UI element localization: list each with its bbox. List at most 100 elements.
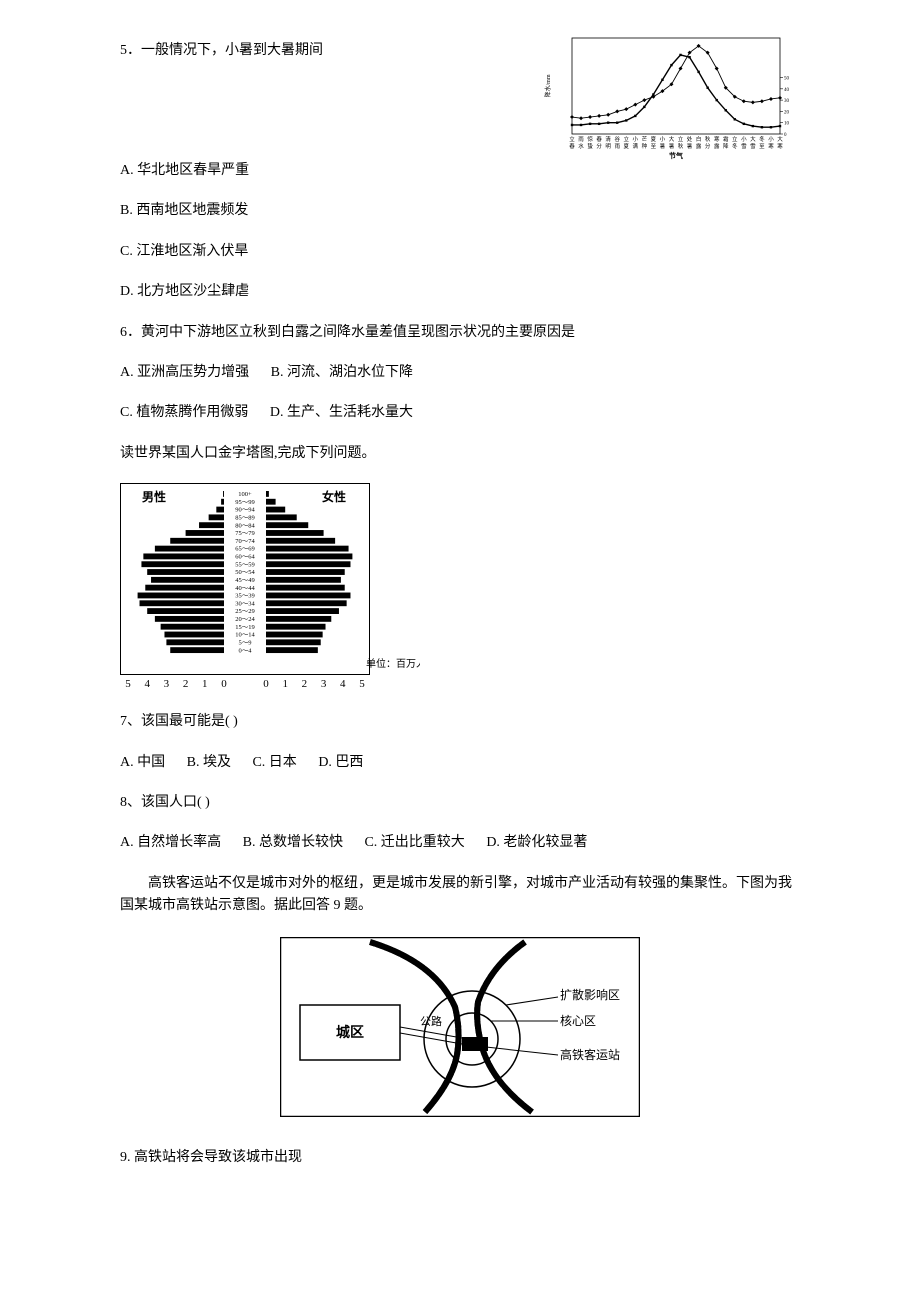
q6-options-row1: A. 亚洲高压势力增强 B. 河流、湖泊水位下降 <box>120 362 800 384</box>
q8-option-c: C. 迁出比重较大 <box>364 835 464 850</box>
svg-text:水: 水 <box>578 142 584 150</box>
svg-text:5～9: 5～9 <box>239 640 252 647</box>
svg-text:10: 10 <box>784 122 790 127</box>
svg-text:春: 春 <box>596 135 602 143</box>
svg-text:25～29: 25～29 <box>235 608 255 615</box>
svg-text:冬: 冬 <box>732 142 738 150</box>
q5-option-c: C. 江淮地区渐入伏旱 <box>120 241 800 263</box>
svg-text:降水/mm: 降水/mm <box>544 74 552 97</box>
pyramid-svg: 男性女性100+95～9990～9485～8980～8475～7970～7465… <box>120 483 420 693</box>
svg-text:100+: 100+ <box>238 491 252 498</box>
svg-text:立: 立 <box>678 135 684 143</box>
intro-q7-8: 读世界某国人口金字塔图,完成下列问题。 <box>120 443 800 465</box>
svg-text:秋: 秋 <box>678 142 684 150</box>
q5-option-b: B. 西南地区地震频发 <box>120 200 800 222</box>
svg-text:45～49: 45～49 <box>235 577 255 584</box>
svg-text:10～14: 10～14 <box>235 632 255 639</box>
svg-text:雨: 雨 <box>614 143 620 150</box>
svg-text:种: 种 <box>642 142 648 150</box>
svg-text:3: 3 <box>321 678 327 690</box>
svg-text:小: 小 <box>768 135 774 143</box>
svg-text:寒: 寒 <box>777 142 783 150</box>
q6-option-a: A. 亚洲高压势力增强 <box>120 365 249 380</box>
svg-text:70～74: 70～74 <box>235 538 255 545</box>
svg-text:1: 1 <box>202 678 208 690</box>
population-pyramid: 男性女性100+95～9990～9485～8980～8475～7970～7465… <box>120 483 800 693</box>
diagram-svg: 城区 公路 扩散影响区核心区高铁客运站 <box>280 937 640 1117</box>
svg-text:白: 白 <box>696 135 702 143</box>
svg-text:20: 20 <box>784 110 790 115</box>
svg-text:65～69: 65～69 <box>235 546 255 553</box>
q7-options: A. 中国 B. 埃及 C. 日本 D. 巴西 <box>120 752 800 774</box>
question-9: 9. 高铁站将会导致该城市出现 <box>120 1147 800 1169</box>
svg-text:30: 30 <box>784 99 790 104</box>
svg-text:0: 0 <box>221 678 227 690</box>
q7-option-d: D. 巴西 <box>318 755 363 770</box>
svg-text:40: 40 <box>784 88 790 93</box>
svg-text:50～54: 50～54 <box>235 569 255 576</box>
chart-svg: 01020304050立春雨水惊蛰春分清明谷雨立夏小满芒种夏至小暑大暑立秋处暑白… <box>540 30 800 160</box>
svg-text:清: 清 <box>605 135 611 143</box>
svg-text:2: 2 <box>302 678 308 690</box>
q8-options: A. 自然增长率高 B. 总数增长较快 C. 迁出比重较大 D. 老龄化较显著 <box>120 832 800 854</box>
svg-text:降: 降 <box>723 142 729 150</box>
svg-text:5: 5 <box>125 678 131 690</box>
svg-text:女性: 女性 <box>322 489 346 504</box>
svg-text:春: 春 <box>569 142 575 150</box>
q6-option-c: C. 植物蒸腾作用微弱 <box>120 405 248 420</box>
svg-text:大: 大 <box>669 135 675 143</box>
svg-text:2: 2 <box>183 678 189 690</box>
svg-text:4: 4 <box>340 678 346 690</box>
svg-text:雪: 雪 <box>741 143 747 150</box>
svg-text:谷: 谷 <box>614 135 620 143</box>
svg-text:15～19: 15～19 <box>235 624 255 631</box>
q8-option-d: D. 老龄化较显著 <box>486 835 587 850</box>
svg-text:至: 至 <box>651 143 657 150</box>
svg-text:0～4: 0～4 <box>239 647 253 654</box>
svg-text:分: 分 <box>596 142 602 150</box>
svg-text:3: 3 <box>164 678 170 690</box>
svg-text:50: 50 <box>784 77 790 82</box>
q8-option-a: A. 自然增长率高 <box>120 835 221 850</box>
svg-text:处: 处 <box>687 135 693 143</box>
svg-text:暑: 暑 <box>687 143 693 150</box>
rail-station-diagram: 城区 公路 扩散影响区核心区高铁客运站 <box>120 937 800 1117</box>
svg-text:30～34: 30～34 <box>235 601 255 608</box>
q7-option-b: B. 埃及 <box>187 755 231 770</box>
question-5: 5．一般情况下，小暑到大暑期间 <box>120 40 323 62</box>
q6-option-b: B. 河流、湖泊水位下降 <box>271 365 413 380</box>
svg-text:60～64: 60～64 <box>235 554 255 561</box>
svg-text:80～84: 80～84 <box>235 522 255 529</box>
svg-text:0: 0 <box>784 133 787 138</box>
question-6: 6．黄河中下游地区立秋到白露之间降水量差值呈现图示状况的主要原因是 <box>120 322 800 344</box>
svg-text:立: 立 <box>624 135 630 143</box>
svg-text:55～59: 55～59 <box>235 561 255 568</box>
q7-option-c: C. 日本 <box>252 755 296 770</box>
svg-text:40～44: 40～44 <box>235 585 255 592</box>
svg-text:小: 小 <box>741 135 747 143</box>
svg-text:芒: 芒 <box>642 135 648 143</box>
svg-text:5: 5 <box>359 678 365 690</box>
svg-text:城区: 城区 <box>336 1024 364 1041</box>
svg-text:暑: 暑 <box>669 143 675 150</box>
q6-options-row2: C. 植物蒸腾作用微弱 D. 生产、生活耗水量大 <box>120 402 800 424</box>
svg-text:85～89: 85～89 <box>235 515 255 522</box>
svg-text:霜: 霜 <box>723 136 729 143</box>
svg-text:露: 露 <box>696 143 702 150</box>
q5-option-d: D. 北方地区沙尘肆虐 <box>120 281 800 303</box>
svg-text:惊: 惊 <box>587 135 593 143</box>
svg-text:至: 至 <box>759 143 765 150</box>
svg-text:核心区: 核心区 <box>560 1014 596 1028</box>
svg-text:露: 露 <box>714 143 720 150</box>
svg-text:夏: 夏 <box>651 136 657 143</box>
svg-text:扩散影响区: 扩散影响区 <box>560 987 620 1002</box>
question-7: 7、该国最可能是( ) <box>120 711 800 733</box>
svg-text:雨: 雨 <box>578 136 584 143</box>
svg-text:公路: 公路 <box>420 1015 442 1028</box>
svg-text:立: 立 <box>569 135 575 143</box>
svg-text:75～79: 75～79 <box>235 530 255 537</box>
svg-text:满: 满 <box>633 142 639 150</box>
svg-text:立: 立 <box>732 135 738 143</box>
svg-text:高铁客运站: 高铁客运站 <box>560 1047 620 1062</box>
svg-text:1: 1 <box>282 678 288 690</box>
